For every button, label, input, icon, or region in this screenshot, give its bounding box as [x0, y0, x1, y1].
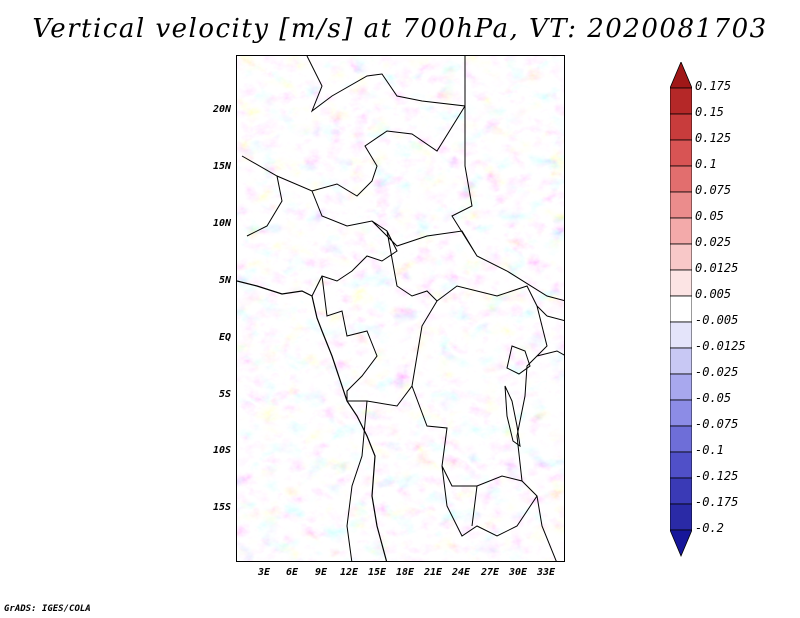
- lon-label-3e: 3E: [257, 567, 271, 578]
- colorbar-tick-label: 0.025: [695, 235, 732, 249]
- colorbar-tick-label: -0.1: [695, 443, 724, 457]
- lon-label-21e: 21E: [423, 567, 443, 578]
- colorbar-swatch: [670, 139, 692, 167]
- lat-label-10s: 10S: [212, 445, 231, 456]
- colorbar-swatch: [670, 191, 692, 219]
- lat-label-5s: 5S: [218, 389, 231, 400]
- colorbar-tick-label: -0.025: [695, 365, 739, 379]
- colorbar-tick-label: 0.15: [695, 105, 724, 119]
- colorbar-swatch: [670, 347, 692, 375]
- colorbar-swatch: [670, 451, 692, 479]
- colorbar: [670, 62, 692, 558]
- velocity-map: [236, 55, 565, 562]
- lon-label-33e: 33E: [536, 567, 556, 578]
- lon-label-27e: 27E: [480, 567, 500, 578]
- colorbar-swatch: [670, 62, 692, 89]
- colorbar-swatch: [670, 503, 692, 531]
- colorbar-swatch: [670, 399, 692, 427]
- lon-label-30e: 30E: [508, 567, 528, 578]
- colorbar-swatch: [670, 529, 692, 558]
- colorbar-swatch: [670, 87, 692, 115]
- colorbar-tick-label: 0.075: [695, 183, 732, 197]
- lon-label-18e: 18E: [395, 567, 415, 578]
- lon-label-12e: 12E: [339, 567, 359, 578]
- lat-label-15n: 15N: [212, 161, 231, 172]
- colorbar-swatch: [670, 295, 692, 323]
- lat-label-5n: 5N: [218, 275, 231, 286]
- lon-label-15e: 15E: [367, 567, 387, 578]
- coastline: [237, 280, 388, 561]
- lat-label-15s: 15S: [212, 502, 231, 513]
- credit-text: GrADS: IGES/COLA: [4, 604, 91, 614]
- chart-title: Vertical velocity [m/s] at 700hPa, VT: 2…: [32, 14, 768, 44]
- colorbar-tick-label: -0.005: [695, 313, 739, 327]
- velocity-field: [237, 56, 564, 561]
- colorbar-swatch: [670, 243, 692, 271]
- lat-label-eq: EQ: [218, 332, 231, 343]
- country-borders: [241, 56, 564, 561]
- colorbar-tick-label: 0.005: [695, 287, 732, 301]
- colorbar-swatch: [670, 321, 692, 349]
- colorbar-swatch: [670, 425, 692, 453]
- colorbar-swatch: [670, 477, 692, 505]
- colorbar-tick-label: -0.0125: [695, 339, 746, 353]
- colorbar-tick-label: -0.075: [695, 417, 739, 431]
- colorbar-tick-label: -0.125: [695, 469, 739, 483]
- lake-victoria: [506, 345, 531, 375]
- colorbar-tick-label: 0.1: [695, 157, 717, 171]
- lat-label-10n: 10N: [212, 218, 231, 229]
- colorbar-tick-label: 0.0125: [695, 261, 739, 275]
- lat-label-20n: 20N: [212, 104, 231, 115]
- colorbar-swatch: [670, 113, 692, 141]
- colorbar-swatch: [670, 165, 692, 193]
- colorbar-swatch: [670, 373, 692, 401]
- lon-label-9e: 9E: [314, 567, 328, 578]
- lake-tanganyika: [504, 385, 521, 448]
- colorbar-tick-label: -0.2: [695, 521, 724, 535]
- colorbar-tick-label: -0.05: [695, 391, 732, 405]
- lon-label-24e: 24E: [451, 567, 471, 578]
- colorbar-tick-label: -0.175: [695, 495, 739, 509]
- colorbar-tick-label: 0.175: [695, 79, 732, 93]
- colorbar-swatch: [670, 269, 692, 297]
- colorbar-tick-label: 0.125: [695, 131, 732, 145]
- colorbar-tick-label: 0.05: [695, 209, 724, 223]
- colorbar-swatch: [670, 217, 692, 245]
- lon-label-6e: 6E: [285, 567, 299, 578]
